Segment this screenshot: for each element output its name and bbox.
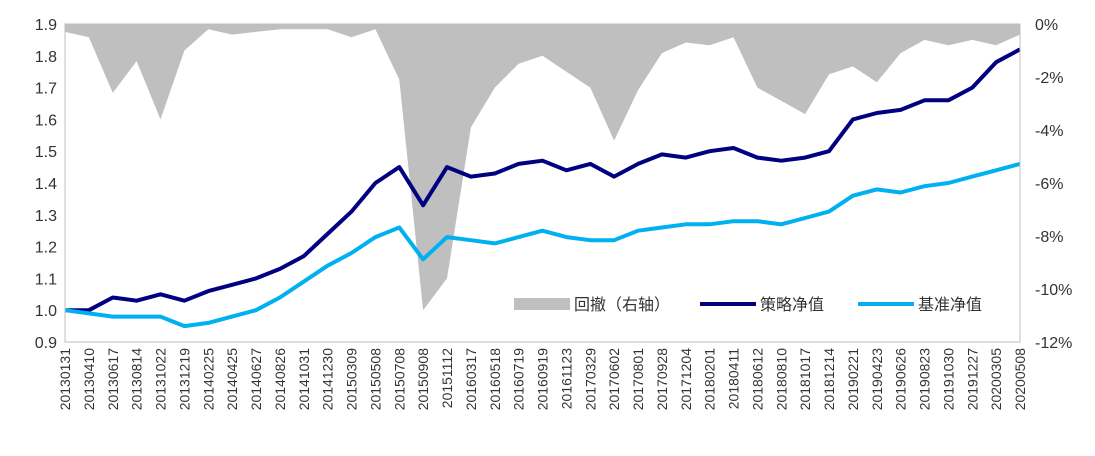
x-tick-label: 20130814 — [129, 348, 145, 411]
x-tick-label: 20140627 — [248, 348, 264, 411]
strategy-nav-line — [65, 47, 1021, 313]
x-tick-label: 20180411 — [726, 348, 742, 409]
right-tick-label: -12% — [1035, 335, 1072, 352]
x-tick-label: 20130131 — [57, 348, 73, 411]
x-tick-label: 20191227 — [964, 348, 980, 411]
x-tick-label: 20130617 — [105, 348, 121, 411]
left-tick-label: 1.6 — [35, 112, 57, 129]
left-tick-label: 1.8 — [35, 49, 57, 66]
x-tick-label: 20131219 — [176, 348, 192, 411]
x-tick-label: 20151112 — [439, 348, 455, 408]
left-tick-label: 1.3 — [35, 208, 57, 225]
left-tick-label: 0.9 — [35, 335, 57, 352]
x-tick-label: 20141230 — [320, 348, 336, 411]
legend-label: 基准净值 — [918, 295, 982, 314]
legend-item-strategy: 策略净值 — [700, 295, 824, 314]
x-tick-label: 20170801 — [630, 348, 646, 411]
x-tick-label: 20180810 — [773, 348, 789, 411]
x-tick-label: 20160919 — [535, 348, 551, 411]
right-tick-label: 0% — [1035, 17, 1058, 34]
left-tick-label: 1.0 — [35, 303, 57, 320]
x-tick-label: 20160719 — [511, 348, 527, 411]
x-tick-label: 20191030 — [940, 348, 956, 411]
right-tick-label: -4% — [1035, 123, 1063, 140]
left-tick-label: 1.4 — [35, 176, 57, 193]
x-tick-label: 20180612 — [749, 348, 765, 411]
x-tick-label: 20161123 — [558, 348, 574, 409]
x-tick-label: 20140225 — [200, 348, 216, 411]
axis-layer: 0.9 1.0 1.1 1.2 1.3 1.4 1.5 1.6 1.7 1.8 1.9 -12% -10… — [35, 17, 1073, 410]
right-tick-label: -10% — [1035, 282, 1072, 299]
benchmark-nav-line — [64, 161, 1021, 329]
right-tick-label: -2% — [1035, 70, 1063, 87]
x-tick-label: 20130410 — [81, 348, 97, 411]
x-tick-label: 20180201 — [702, 348, 718, 411]
x-tick-label: 20170329 — [582, 348, 598, 411]
x-tick-label: 20150508 — [367, 348, 383, 411]
legend-label: 策略净值 — [760, 295, 824, 314]
x-tick-label: 20170928 — [654, 348, 670, 411]
x-tick-label: 20181214 — [821, 348, 837, 411]
x-tick-label: 20190626 — [893, 348, 909, 411]
x-tick-label: 20170602 — [606, 348, 622, 411]
x-tick-label: 20140425 — [224, 348, 240, 411]
x-tick-label: 20190423 — [869, 348, 885, 411]
left-tick-label: 1.7 — [35, 81, 57, 98]
x-tick-label: 20150708 — [391, 348, 407, 411]
nav-line-layer — [64, 47, 1021, 329]
x-tick-label: 20181017 — [797, 348, 813, 411]
x-tick-label: 20190823 — [917, 348, 933, 411]
x-tick-label: 20140826 — [272, 348, 288, 411]
legend-item-benchmark: 基准净值 — [858, 295, 982, 314]
x-tick-label: 20190221 — [845, 348, 861, 411]
left-tick-label: 1.1 — [35, 271, 57, 288]
drawdown-area — [65, 24, 1020, 311]
x-tick-label: 20150908 — [415, 348, 431, 411]
x-tick-label: 20131022 — [153, 348, 169, 411]
x-tick-label: 20200305 — [988, 348, 1004, 411]
legend: 回撤（右轴） 策略净值 基准净值 — [514, 295, 982, 314]
x-tick-label: 20141031 — [296, 348, 312, 411]
legend-label: 回撤（右轴） — [574, 295, 670, 314]
x-tick-label: 20160518 — [487, 348, 503, 411]
x-tick-label: 20171204 — [678, 348, 694, 411]
x-tick-label: 20160317 — [463, 348, 479, 411]
legend-swatch — [514, 298, 570, 310]
right-tick-label: -8% — [1035, 229, 1063, 246]
right-tick-label: -6% — [1035, 176, 1063, 193]
plot-frame — [64, 23, 1021, 343]
legend-item-drawdown: 回撤（右轴） — [514, 295, 670, 314]
left-tick-label: 1.2 — [35, 240, 57, 257]
left-tick-label: 1.9 — [35, 17, 57, 34]
left-tick-label: 1.5 — [35, 144, 57, 161]
x-tick-label: 20200508 — [1012, 348, 1028, 411]
x-tick-label: 20150309 — [344, 348, 360, 411]
drawdown-area-layer — [65, 24, 1020, 311]
